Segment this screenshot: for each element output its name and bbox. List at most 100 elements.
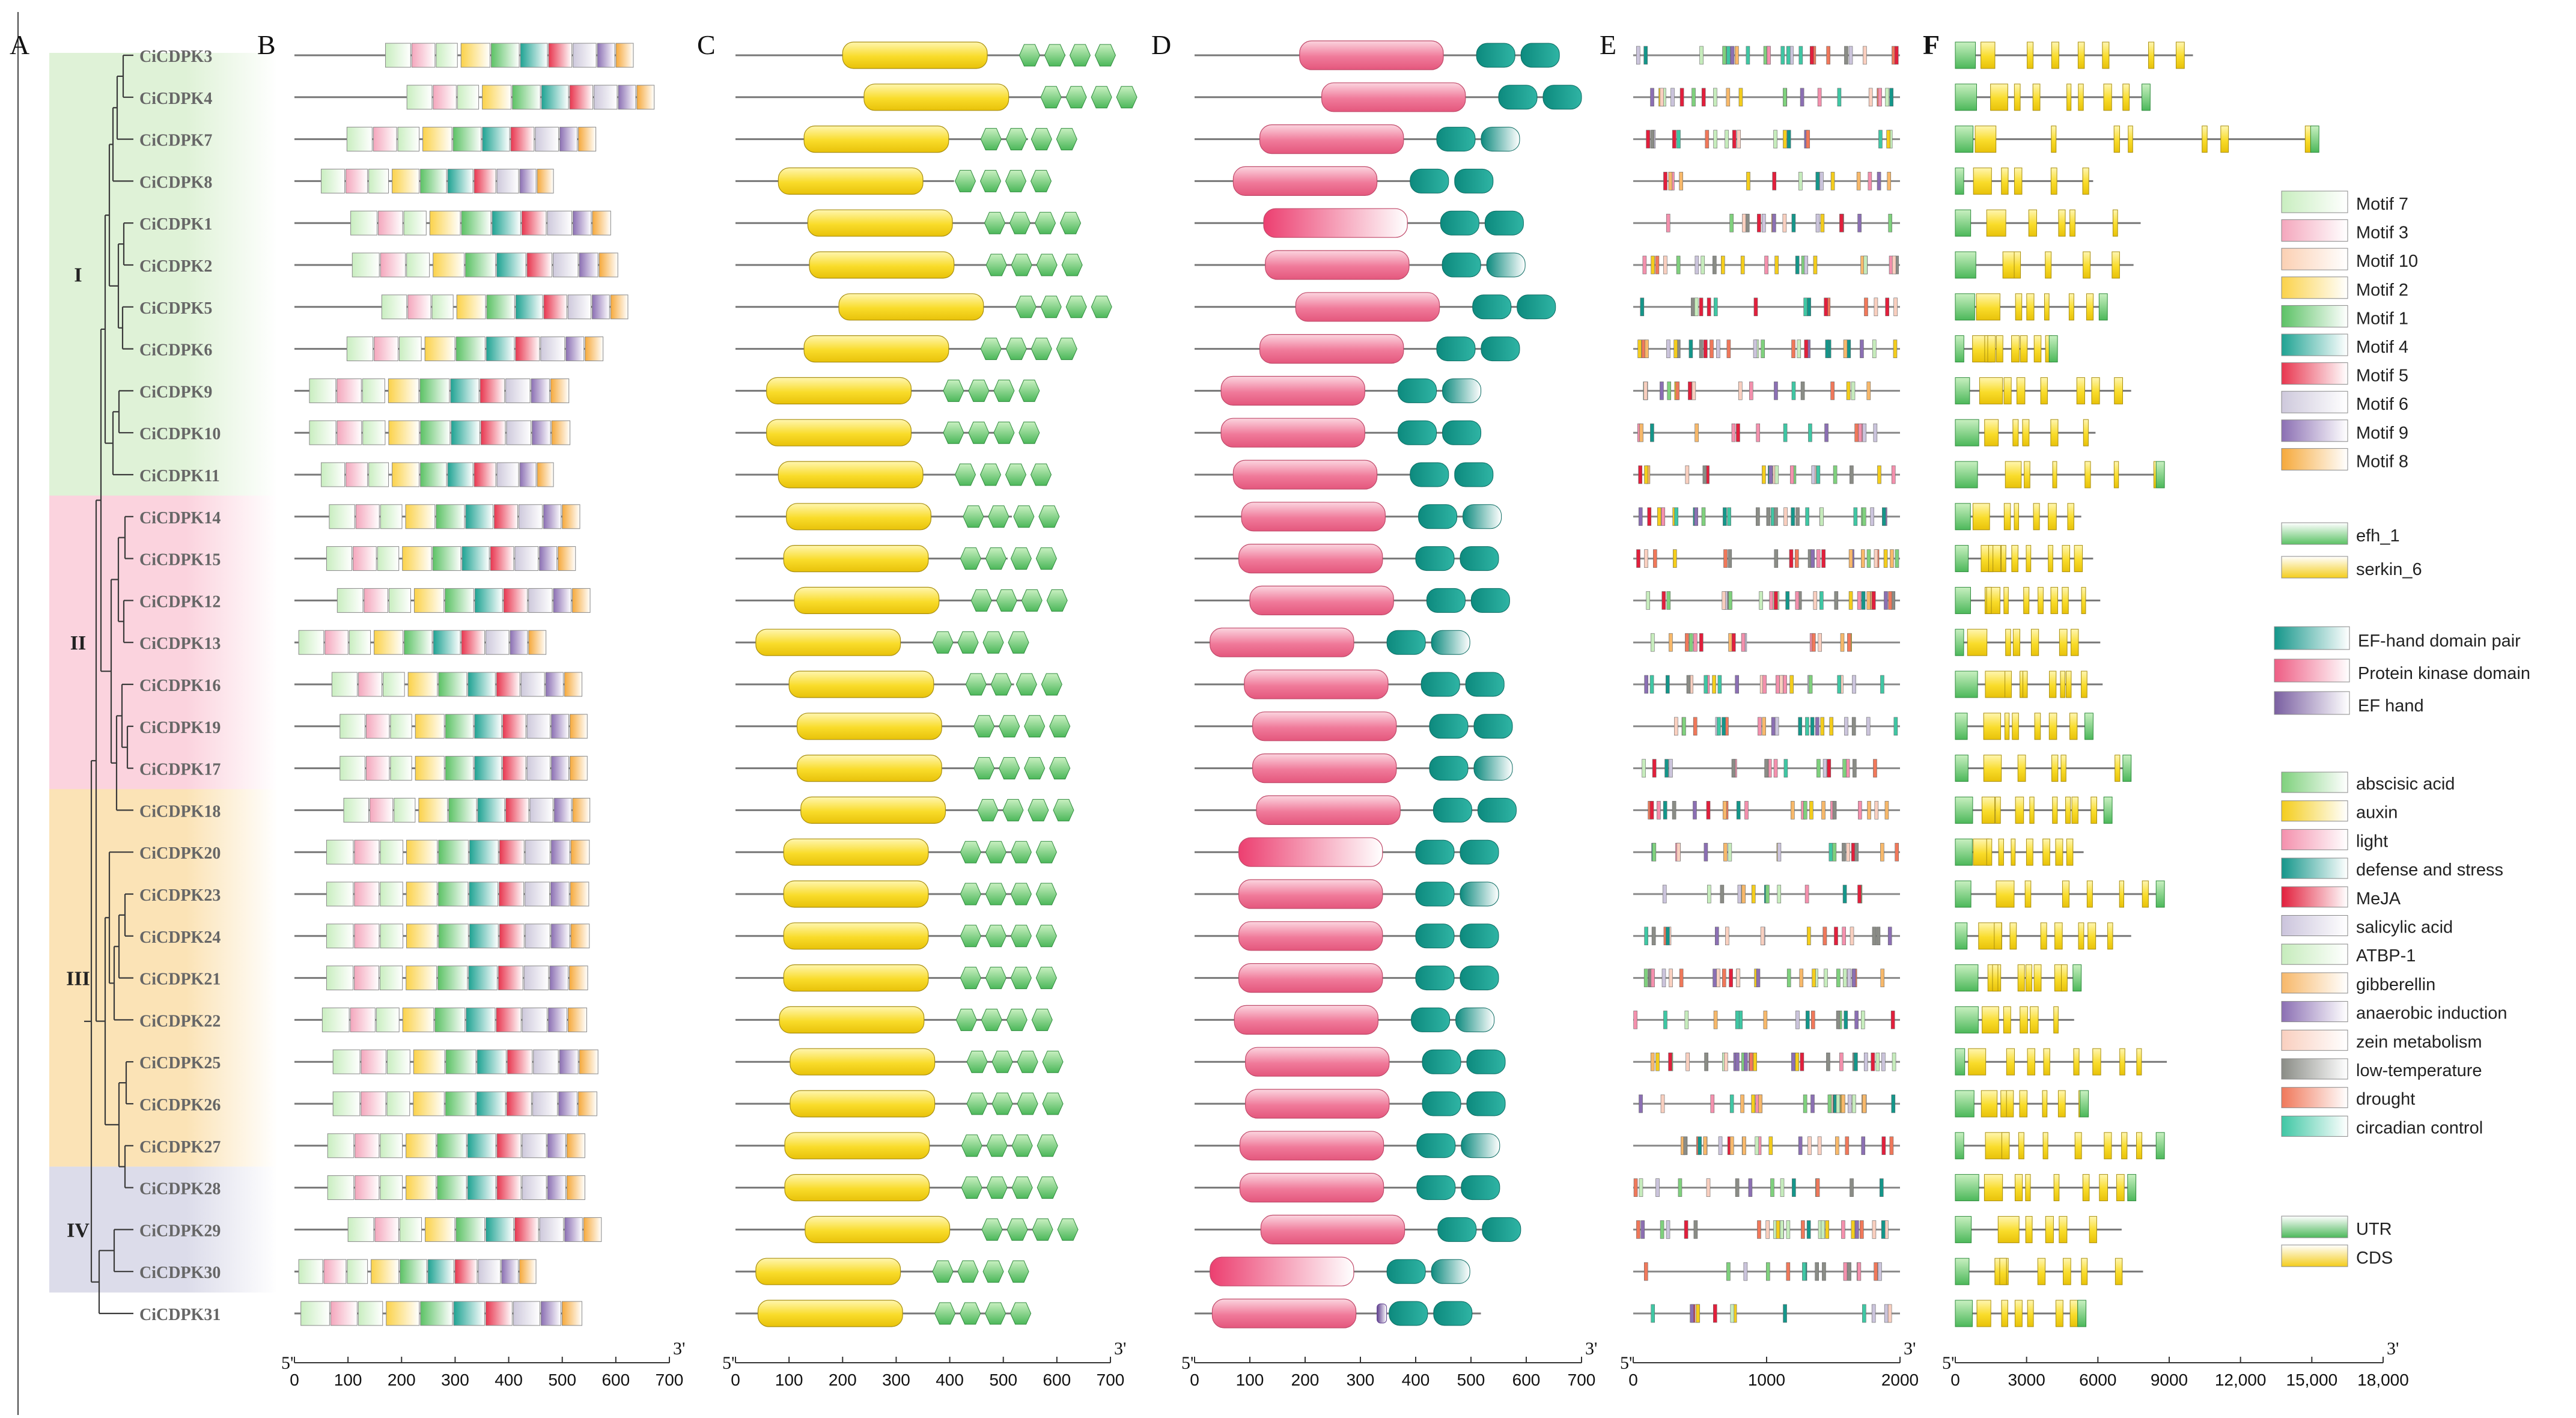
cis-element xyxy=(1644,675,1649,694)
motif-box xyxy=(445,588,474,613)
cis-element xyxy=(1636,549,1640,568)
ef-hand-domain-pair xyxy=(1466,1091,1506,1116)
efh-1-domain xyxy=(932,1260,954,1283)
cds-block xyxy=(2053,1174,2060,1202)
cis-element xyxy=(1782,213,1787,233)
cis-element xyxy=(1798,46,1803,65)
cis-element xyxy=(1657,507,1661,526)
utr-legend-label: UTR xyxy=(2356,1220,2392,1239)
cis-element xyxy=(1815,1262,1819,1281)
cis-element xyxy=(1698,1136,1702,1155)
cds-block xyxy=(2104,1132,2112,1160)
cds-block xyxy=(2078,84,2084,111)
motif-box xyxy=(468,966,498,991)
cds-block xyxy=(1992,964,1999,992)
cds-block xyxy=(2026,545,2032,573)
utr-block xyxy=(1955,964,1979,992)
panel-d-tick-label: 600 xyxy=(1512,1371,1541,1389)
cds-block xyxy=(2074,545,2083,573)
cis-element xyxy=(1809,801,1813,820)
cds-block xyxy=(1984,419,1999,446)
ef-hand-domain-pair xyxy=(1436,127,1476,152)
motif-legend-swatch xyxy=(2281,276,2348,299)
cds-block xyxy=(1981,41,1996,69)
cis-element xyxy=(1753,339,1758,358)
cis-element xyxy=(1713,969,1717,987)
cis-element xyxy=(1652,759,1657,777)
cis-element xyxy=(1779,675,1783,694)
motif-box xyxy=(572,210,592,236)
cds-block xyxy=(2136,1132,2143,1160)
cds-block xyxy=(2121,1132,2128,1160)
cis-element xyxy=(1663,801,1667,820)
cis-element xyxy=(1728,549,1732,568)
motif-box xyxy=(528,588,553,613)
motif-box xyxy=(450,378,480,403)
gene-label: CiCDPK27 xyxy=(139,1138,221,1157)
motif-legend-swatch xyxy=(2281,419,2348,442)
cis-element xyxy=(1638,465,1643,484)
efh-1-domain xyxy=(1010,841,1032,863)
cis-element xyxy=(1737,130,1741,148)
motif-box xyxy=(447,462,473,487)
cis-element xyxy=(1643,46,1648,65)
pfam-legend-swatch xyxy=(2274,659,2350,683)
protein-kinase-domain xyxy=(1239,1172,1384,1203)
cis-element xyxy=(1651,927,1656,946)
cis-element xyxy=(1798,717,1803,736)
ef-hand-domain-pair xyxy=(1398,378,1437,403)
efh-1-domain xyxy=(1032,1218,1053,1241)
ef-hand-domain-pair xyxy=(1470,588,1510,613)
efh-legend-label: efh_1 xyxy=(2356,526,2400,546)
cis-element xyxy=(1643,969,1648,987)
cds-block xyxy=(2060,755,2066,782)
efh-1-domain xyxy=(993,379,1015,402)
motif-box xyxy=(327,1175,355,1200)
ef-hand-domain-pair xyxy=(1476,43,1515,68)
motif-box xyxy=(362,420,386,445)
motif-box xyxy=(323,1259,347,1284)
cis-element xyxy=(1872,1220,1877,1239)
efh-1-domain xyxy=(985,841,1006,863)
cds-block xyxy=(2017,755,2026,782)
motif-box xyxy=(438,839,469,865)
motif-box xyxy=(506,420,532,445)
efh-1-domain xyxy=(999,757,1020,780)
cis-element xyxy=(1887,172,1892,190)
cis-element xyxy=(1866,717,1871,736)
panel-b-tick-label: 600 xyxy=(601,1371,630,1389)
ef-hand-domain-pair xyxy=(1442,252,1481,278)
cis-element xyxy=(1674,717,1678,736)
cds-block xyxy=(2051,755,2059,782)
cis-element xyxy=(1816,549,1821,568)
efh-1-domain xyxy=(1046,589,1068,612)
cds-block xyxy=(2028,209,2037,237)
cis-element xyxy=(1774,549,1779,568)
cis-element xyxy=(1633,1011,1637,1029)
ef-hand-domain-pair xyxy=(1415,546,1455,571)
cis-element xyxy=(1705,130,1710,148)
cis-element xyxy=(1764,759,1768,777)
cis-element xyxy=(1712,675,1716,694)
motif-box xyxy=(532,420,551,445)
cis-element xyxy=(1854,1011,1859,1029)
cis-element xyxy=(1797,339,1801,358)
ef-hand-domain-pair xyxy=(1440,210,1479,236)
cis-element xyxy=(1783,130,1787,148)
efh-1-domain xyxy=(985,967,1006,990)
cis-element xyxy=(1668,1052,1672,1071)
cis-element xyxy=(1774,591,1778,610)
cds-block xyxy=(1996,335,2003,363)
cis-element xyxy=(1773,130,1777,148)
cds-legend-swatch xyxy=(2281,1244,2348,1267)
cis-element xyxy=(1828,842,1833,862)
cds-block xyxy=(2038,586,2044,614)
cis-element xyxy=(1639,1094,1643,1113)
gene-label: CiCDPK9 xyxy=(139,383,212,401)
motif-box xyxy=(486,336,515,362)
cds-block xyxy=(2202,126,2208,153)
cis-element xyxy=(1860,1011,1865,1029)
efh-1-domain xyxy=(1037,1176,1058,1199)
cis-element xyxy=(1851,842,1856,862)
motif-box xyxy=(569,714,588,739)
